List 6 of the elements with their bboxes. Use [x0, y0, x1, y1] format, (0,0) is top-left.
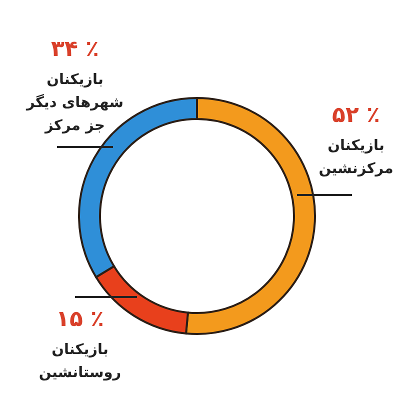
- data-label: ٪ ۱۵: [56, 307, 104, 332]
- data-label: ٪ ۵۲: [332, 103, 380, 128]
- slice-label: بازیکنان مرکزنشین: [318, 138, 394, 177]
- slice-label: بازیکنان روستانشین: [38, 342, 122, 381]
- slice-label: بازیکنان شهرهای دیگر جز مرکز: [25, 72, 124, 134]
- data-label: ٪ ۳۴: [51, 37, 99, 62]
